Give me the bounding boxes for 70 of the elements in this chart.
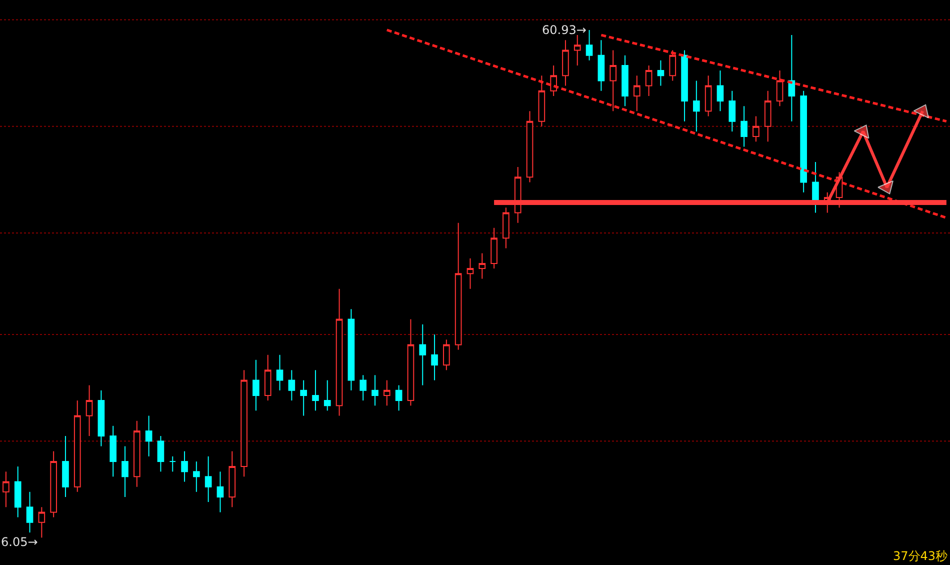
candlestick [14,466,22,518]
candlestick [193,460,200,492]
candlestick [38,506,46,538]
candlestick [764,90,772,142]
candlestick [145,415,152,457]
candlestick [466,258,474,290]
candlestick [478,252,486,280]
candlestick [26,491,34,534]
candlestick [360,374,367,402]
candlestick [62,436,69,498]
candlestick [348,308,355,391]
candlestick [204,456,212,503]
candlestick [645,64,652,96]
candlestick [169,456,176,472]
candlestick [216,471,224,513]
candlestick [228,450,236,508]
candlestick [454,222,462,350]
candlestick [610,50,617,112]
candlestick [372,374,378,406]
candlestick [122,446,128,498]
text: 37分43秒 [893,549,948,563]
candlestick [550,64,557,96]
candlestick [490,227,498,270]
candlestick [157,436,164,472]
candlestick [716,70,724,112]
candlestick [586,29,593,61]
candlestick [86,384,93,437]
candlestick [252,359,260,412]
candlestick [681,50,688,122]
candlestick [693,80,700,132]
candlestick [728,90,736,132]
candlestick [300,380,307,416]
candlestick [776,70,784,107]
annotation: 60.93→ [542,23,586,37]
candlestick [526,110,534,183]
candlestick [704,75,712,117]
candlestick [598,40,605,92]
candlestick [2,471,10,508]
candlestick [50,450,57,518]
candlestick [133,420,140,488]
candlestick [98,390,105,447]
candlestick [240,370,248,478]
candlestick [788,34,796,122]
candlestick [562,40,569,86]
candlestick [407,318,414,406]
candlestick [312,370,319,412]
candlestick [752,116,760,142]
candlestick [502,207,510,249]
candlestick [431,334,438,381]
candlestick [622,54,628,107]
candlestick [574,34,581,66]
candlestick [181,450,188,482]
candlestick [657,60,664,86]
candlestick [324,380,331,412]
candlestick [800,90,807,193]
annotation: 6.05→ [1,535,38,549]
candlestick [74,400,81,492]
candlestick [110,425,117,478]
candlestick [633,75,640,112]
candlestick [419,324,426,386]
candlestick [276,354,284,391]
candlestick [669,50,676,82]
candlestick [443,339,450,371]
candlestick [336,288,343,416]
candlestick [538,75,546,127]
candlestick [395,384,402,412]
candlestick [264,354,272,402]
candlestick [288,370,296,402]
candlestick [383,380,390,406]
candlestick [740,106,748,148]
